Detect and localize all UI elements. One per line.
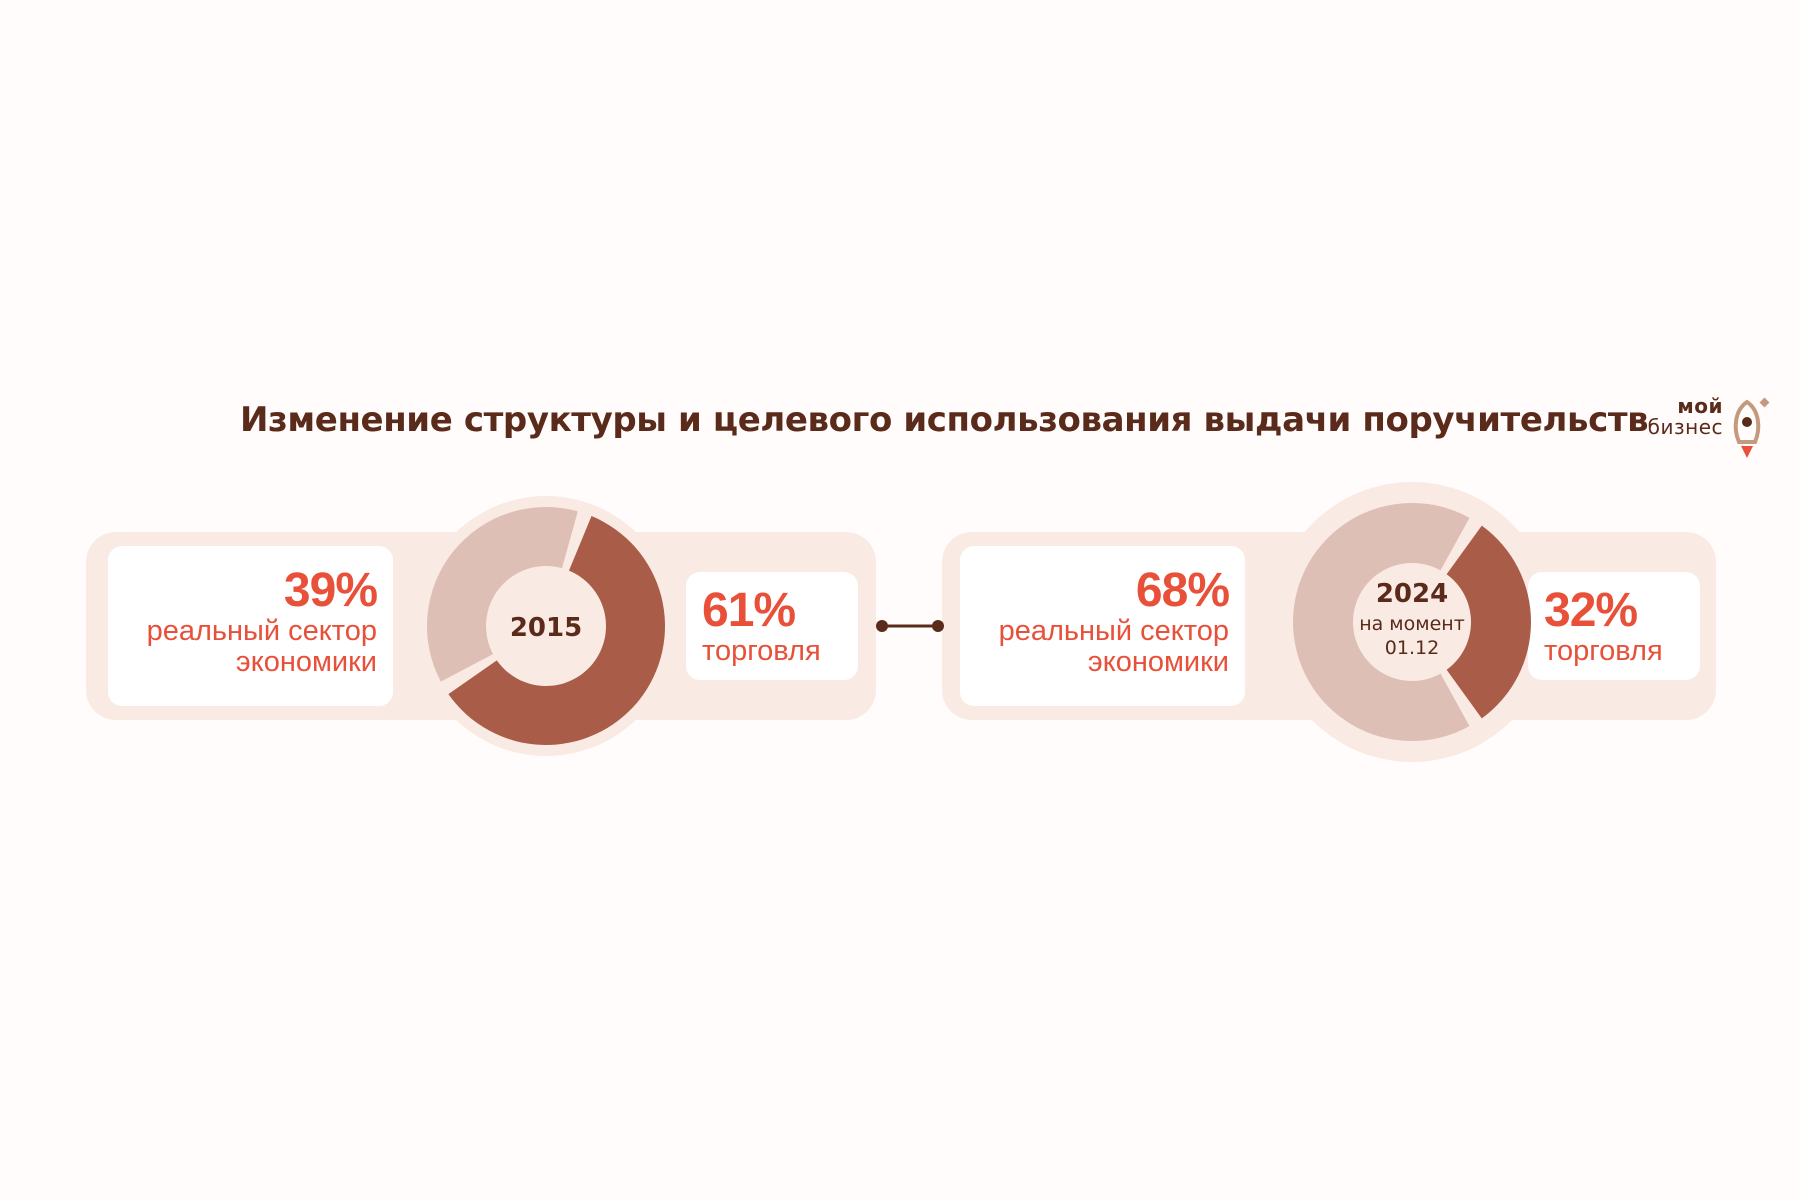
donut-2015: 2015 [427,507,665,746]
label-2015-real-sector-1: реальный сектор [146,615,377,647]
label-2024-trade: торговля [1544,635,1663,667]
brand-logo: мой бизнес [1625,396,1775,464]
card-2015-trade: 61% торговля [686,572,858,680]
page-title: Изменение структуры и целевого использов… [240,400,1649,440]
label-2024-real-sector-2: экономики [1087,646,1229,678]
slice-real-sector [427,507,578,682]
logo-line-2: бизнес [1647,415,1723,439]
slice-trade [448,516,665,746]
value-2015-real-sector: 39% [283,564,378,617]
donut-center-date: 01.12 [1385,637,1439,659]
label-2024-real-sector-1: реальный сектор [998,615,1229,647]
label-2015-trade: торговля [702,635,821,667]
donut-center-year: 2024 [1376,579,1448,609]
card-2015-real-sector: 39% реальный сектор экономики [108,546,393,706]
connector-line [876,620,944,632]
slice-trade [1446,525,1532,719]
donut-center-year: 2015 [510,613,582,643]
logo-line-1: мой [1677,394,1723,418]
card-2024-trade: 32% торговля [1528,572,1700,680]
slice-real-sector [1293,502,1470,742]
value-2024-real-sector: 68% [1135,564,1230,617]
value-2015-trade: 61% [702,584,796,637]
value-2024-trade: 32% [1544,584,1638,637]
card-2024-real-sector: 68% реальный сектор экономики [960,546,1245,706]
label-2015-real-sector-2: экономики [235,646,377,678]
rocket-icon [1733,397,1770,458]
donut-center-subtext: на момент [1359,613,1465,635]
